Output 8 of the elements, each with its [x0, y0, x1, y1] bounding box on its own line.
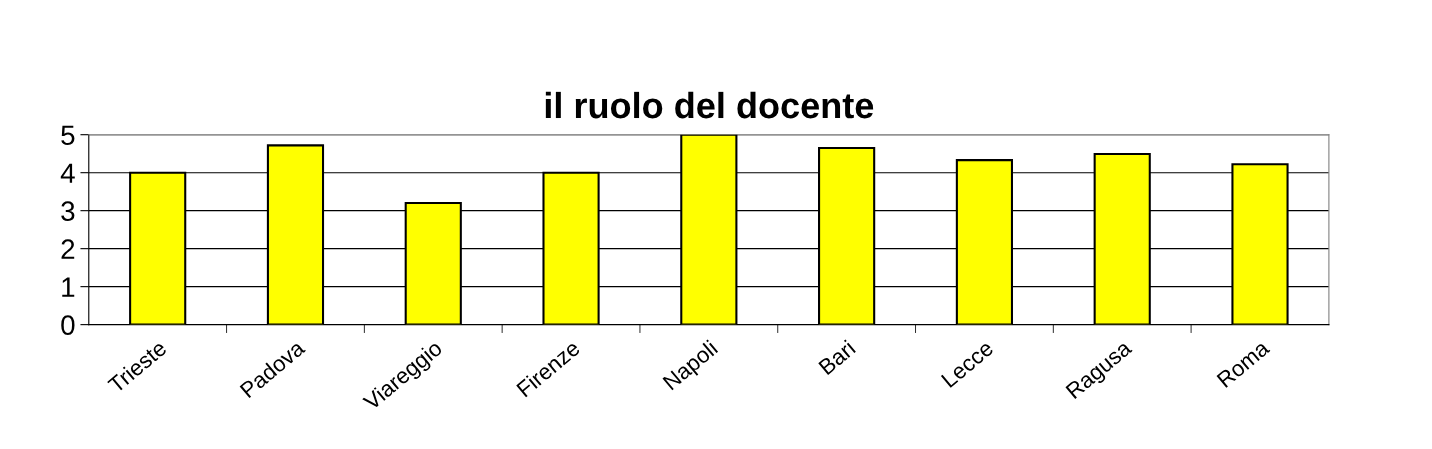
y-tick-label: 2	[61, 239, 75, 259]
y-tick-label: 0	[61, 315, 75, 335]
y-tick-label: 4	[60, 163, 75, 183]
chart-title: il ruolo del docente	[545, 91, 874, 119]
y-tick-label: 5	[61, 125, 75, 146]
x-tick-label: Bari	[817, 339, 856, 376]
y-tick-label: 1	[62, 277, 75, 297]
y-tick-label: 3	[61, 201, 75, 222]
